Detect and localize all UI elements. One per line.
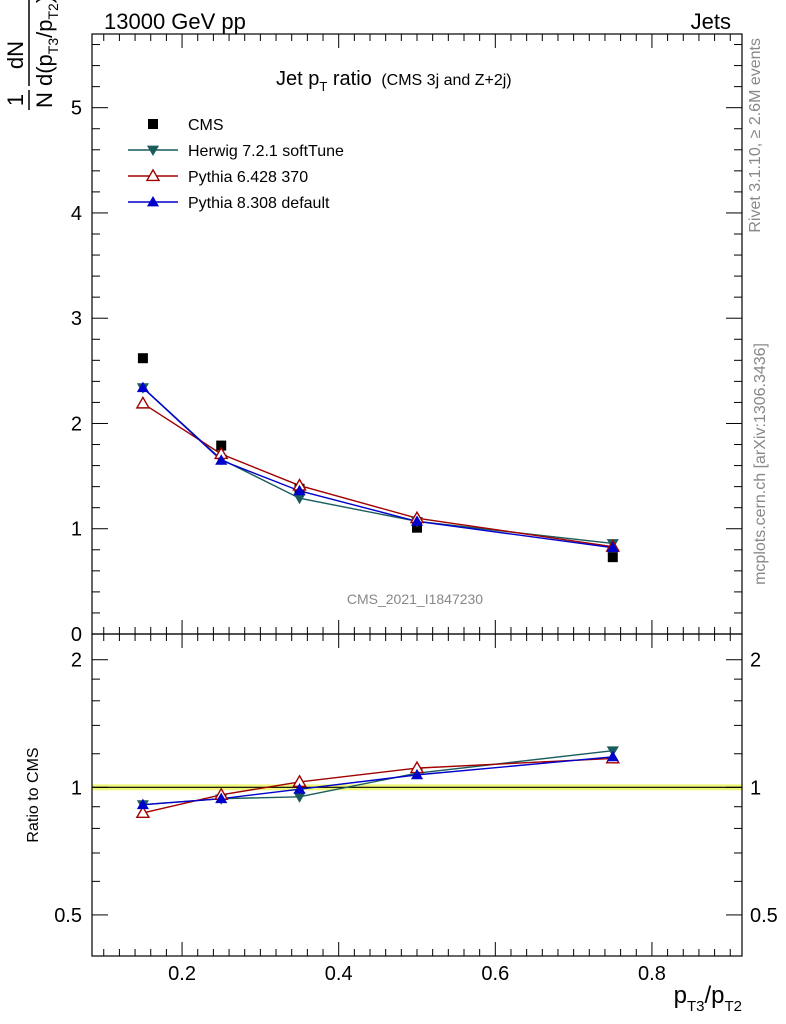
legend-entry-3: Pythia 8.308 default [188, 195, 330, 212]
title-main: Jet p [276, 68, 319, 90]
series-line-1 [142, 387, 613, 545]
main-y-axis-label: 1 N dN d(pT3/pT2) [3, 0, 61, 110]
title-extra: (CMS 3j and Z+2j) [381, 72, 511, 89]
point-series-3 [293, 484, 306, 496]
legend-marker-3 [146, 195, 160, 207]
legend-entry-1: Herwig 7.2.1 softTune [188, 143, 344, 160]
xlabel-sub2: T2 [724, 998, 742, 1015]
ratio-point-series-2 [293, 783, 306, 794]
x-tick-labels: 0.2 0.4 0.6 0.8 [168, 963, 666, 985]
ratio-data-layer [135, 746, 621, 819]
main-data-layer [135, 353, 621, 563]
legend-entry-0: CMS [188, 117, 224, 134]
point-series-3 [136, 381, 149, 393]
main-ytick-label: 0 [71, 624, 82, 646]
legend-marker-0 [148, 119, 158, 129]
ratio-ytick-label-left: 0.5 [54, 905, 82, 927]
xtick-label: 0.8 [638, 963, 666, 985]
point-series-0 [216, 440, 227, 451]
ylabel-one: 1 [3, 94, 28, 106]
ratio-ytick-label-left: 2 [71, 650, 82, 672]
ratio-panel-frame [91, 633, 743, 957]
ratio-point-series-2 [136, 798, 149, 810]
point-series-3 [215, 454, 228, 465]
ratio-point-series-0 [293, 792, 306, 803]
legend: CMS Herwig 7.2.1 softTune Pythia 6.428 370… [128, 117, 344, 212]
ylabel-denominator: d(pT3/pT2) [32, 0, 61, 86]
ratio-band-layer [92, 784, 742, 791]
ylabel-close: ) [32, 0, 57, 3]
legend-marker-1 [146, 145, 160, 157]
ylabel-slash: /p [32, 20, 57, 38]
ylabel-sub1: T3 [45, 38, 61, 55]
xlabel-sub1: T3 [687, 998, 705, 1015]
mcplots-label: mcplots.cern.ch [arXiv:1306.3436] [752, 343, 769, 585]
analysis-watermark: CMS_2021_I1847230 [347, 591, 483, 607]
title-word: ratio [327, 68, 371, 90]
rivet-version-label: Rivet 3.1.10, ≥ 2.6M events [747, 38, 764, 233]
main-ytick-label: 3 [71, 308, 82, 330]
ratio-point-series-2 [606, 750, 619, 762]
ratio-y-tick-labels: 0.5 0.5 1 1 2 2 [54, 650, 778, 927]
point-series-2 [135, 396, 151, 409]
main-ytick-label: 4 [71, 203, 82, 225]
series-line-3 [142, 387, 613, 549]
point-series-0 [412, 522, 422, 533]
ylabel-N: N [32, 92, 57, 108]
ratio-axis-ticks [92, 634, 742, 956]
title-subscript: T [319, 79, 327, 94]
ratio-ytick-label-right: 1 [750, 777, 761, 799]
main-y-tick-labels: 0 1 2 3 4 5 [71, 98, 82, 646]
legend-marker-2 [145, 168, 161, 182]
point-series-3 [410, 515, 424, 526]
ylabel-sub2: T2 [45, 3, 61, 20]
main-ytick-label: 5 [71, 98, 82, 120]
xtick-label: 0.2 [168, 963, 196, 985]
ratio-y-axis-label: Ratio to CMS [25, 747, 42, 842]
ratio-ytick-label-left: 1 [71, 777, 82, 799]
point-series-0 [137, 353, 148, 364]
xtick-label: 0.4 [325, 963, 353, 985]
header-process: Jets [691, 9, 731, 34]
main-panel: 0 1 2 3 4 5 Jet pT ratio (CMS 3j and Z+2j) 1 … [3, 0, 743, 646]
chart-title: Jet pT ratio (CMS 3j and Z+2j) [276, 68, 512, 94]
xlabel-p: p [674, 982, 687, 1009]
header-beam: 13000 GeV pp [104, 9, 246, 34]
xtick-label: 0.6 [481, 963, 509, 985]
main-ytick-label: 2 [71, 413, 82, 435]
ratio-ytick-label-right: 2 [750, 650, 761, 672]
point-series-3 [606, 541, 619, 553]
ylabel-dN: dN [3, 41, 28, 69]
point-series-1 [293, 493, 306, 505]
legend-entry-2: Pythia 6.428 370 [188, 169, 308, 186]
x-axis-label: pT3/pT2 [674, 982, 742, 1015]
xlabel-slash: /p [704, 982, 724, 1009]
ratio-ytick-label-right: 0.5 [750, 905, 778, 927]
ratio-point-series-2 [215, 792, 228, 804]
ylabel-d: d(p [32, 54, 57, 86]
series-line-2 [142, 402, 613, 548]
ratio-panel: 0.5 0.5 1 1 2 2 0.2 0.4 0.6 0.8 Ratio to CMS pT3… [25, 633, 778, 1015]
point-series-0 [607, 552, 618, 563]
ratio-point-series-1 [135, 805, 151, 819]
ratio-point-series-2 [410, 768, 424, 780]
main-ytick-label: 1 [71, 519, 82, 541]
